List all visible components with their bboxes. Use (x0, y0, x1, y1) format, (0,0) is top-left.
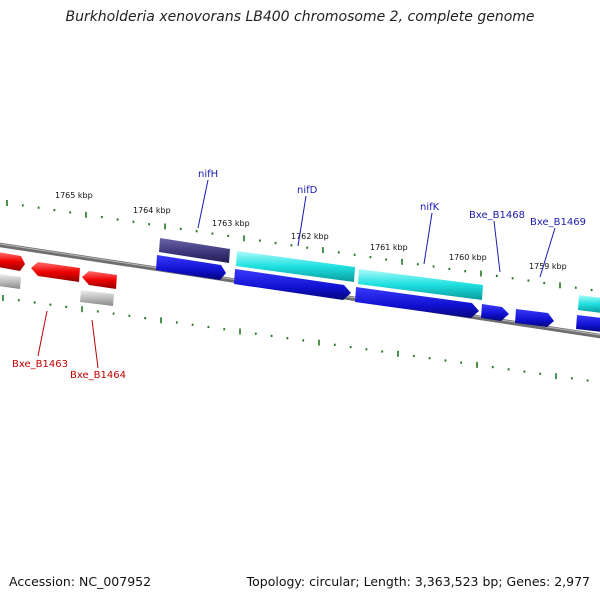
gene-arrow-blue-right[interactable] (576, 315, 600, 332)
gene-arrow-blue-3[interactable] (355, 287, 479, 318)
accession-text: Accession: NC_007952 (9, 574, 152, 589)
scale-label: 1765 kbp (55, 191, 93, 200)
gene-arrow-blue-bxe-b1469[interactable] (515, 309, 554, 327)
gene-arrow-nifH[interactable] (159, 238, 230, 263)
gene-arrow-grey[interactable] (0, 274, 21, 289)
gene-label-bxe-b1463[interactable]: Bxe_B1463 (12, 359, 68, 370)
gene-label-bxe-b1469[interactable]: Bxe_B1469 (530, 217, 586, 228)
scale-label: 1759 kbp (529, 262, 567, 271)
gene-arrow-bxe-b1464[interactable] (82, 271, 117, 289)
outer-scale-ticks (6, 200, 593, 292)
gene-label-nifK[interactable]: nifK (420, 202, 440, 213)
gene-arrow-blue-1[interactable] (156, 255, 226, 280)
scale-labels: 1765 kbp 1764 kbp 1763 kbp 1762 kbp 1761… (55, 191, 567, 271)
gene-labels: nifH nifD nifK Bxe_B1468 Bxe_B1469 Bxe_B… (12, 169, 586, 381)
forward-strand-genes (0, 238, 600, 313)
scale-label: 1764 kbp (133, 206, 171, 215)
reverse-strand-genes (31, 255, 600, 332)
inner-scale-ticks (2, 295, 589, 382)
scale-label: 1762 kbp (291, 232, 329, 241)
gene-arrow-red[interactable] (0, 252, 25, 271)
gene-label-bxe-b1464[interactable]: Bxe_B1464 (70, 370, 126, 381)
gene-arrow-bxe-b1464-grey[interactable] (80, 290, 114, 306)
gene-arrow-nifK[interactable] (358, 269, 483, 300)
gene-arrow-nifD[interactable] (236, 251, 355, 282)
gene-label-bxe-b1468[interactable]: Bxe_B1468 (469, 210, 525, 221)
gene-label-leaders (37, 179, 556, 369)
gene-label-nifH[interactable]: nifH (198, 169, 218, 180)
gene-arrow-blue-2[interactable] (234, 269, 351, 300)
gene-arrow-blue-bxe-b1468[interactable] (481, 304, 509, 321)
map-title: Burkholderia xenovorans LB400 chromosome… (65, 9, 535, 25)
scale-label: 1760 kbp (449, 253, 487, 262)
scale-label: 1763 kbp (212, 219, 250, 228)
gene-arrow-cyan-right[interactable] (578, 295, 600, 313)
scale-label: 1761 kbp (370, 243, 408, 252)
gene-label-nifD[interactable]: nifD (297, 185, 318, 196)
gene-arrow-bxe-b1463[interactable] (31, 262, 80, 282)
genome-summary-text: Topology: circular; Length: 3,363,523 bp… (246, 574, 590, 589)
